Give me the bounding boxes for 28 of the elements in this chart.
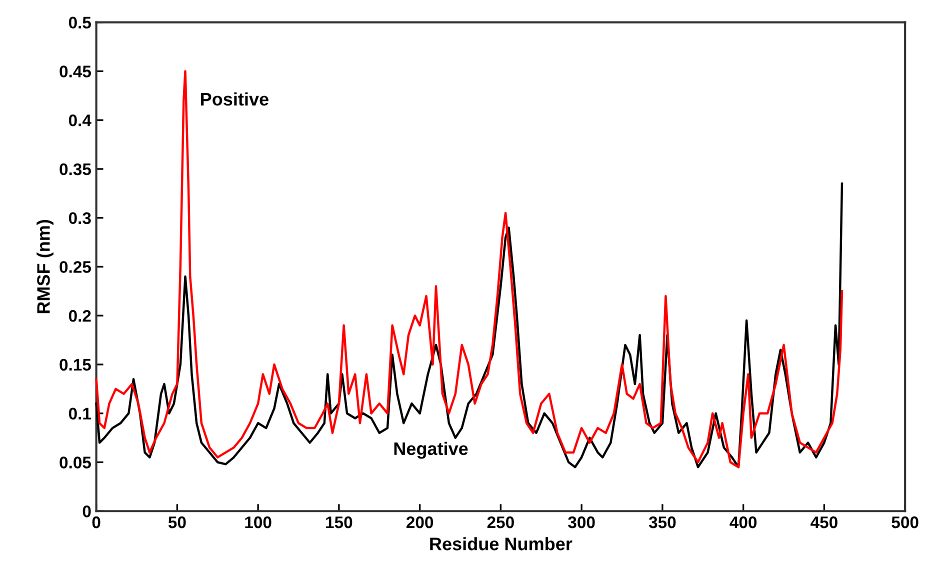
x-tick-label: 400 xyxy=(730,516,757,528)
x-tick-label: 350 xyxy=(648,516,676,528)
y-tick-label: 0.2 xyxy=(68,310,91,322)
y-tick-label: 0.35 xyxy=(60,163,91,176)
x-tick-label: 150 xyxy=(326,516,352,528)
x-tick-label: 200 xyxy=(406,516,434,528)
y-tick-label: 0.5 xyxy=(68,16,91,29)
y-tick-label: 0.4 xyxy=(68,114,92,126)
y-tick-label: 0 xyxy=(82,506,91,518)
x-tick-label: 50 xyxy=(168,516,186,528)
y-tick-label: 0.05 xyxy=(60,456,91,468)
y-tick-label: 0.45 xyxy=(60,66,91,78)
x-tick-label: 300 xyxy=(568,516,595,528)
y-tick-label: 0.3 xyxy=(68,212,91,224)
x-tick-label: 500 xyxy=(892,516,918,528)
x-tick-label: 250 xyxy=(487,516,514,528)
x-tick-label: 0 xyxy=(92,516,100,528)
y-axis-title: RMSF (nm) xyxy=(36,220,54,314)
series-label: Negative xyxy=(394,442,468,459)
series-label: Positive xyxy=(201,92,268,106)
x-tick-label: 450 xyxy=(810,516,838,528)
line-series xyxy=(95,182,844,468)
y-tick-label: 0.15 xyxy=(60,358,91,371)
x-axis-title: Residue Number xyxy=(430,537,572,550)
x-tick-label: 100 xyxy=(245,516,272,528)
line-series xyxy=(95,70,844,468)
y-tick-label: 0.1 xyxy=(68,408,91,420)
y-tick-label: 0.25 xyxy=(60,261,91,273)
